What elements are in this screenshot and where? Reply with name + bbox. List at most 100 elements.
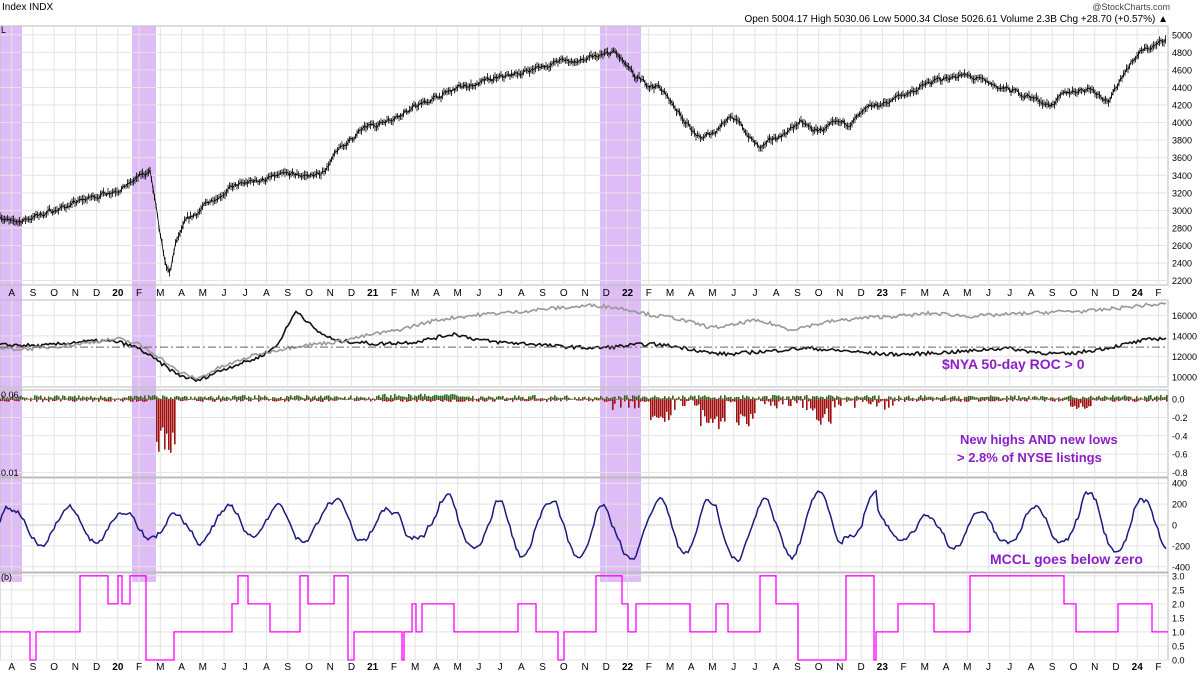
- new-low-bar: [1020, 399, 1022, 402]
- new-high-bar: [40, 395, 42, 400]
- new-low-bar: [302, 399, 304, 400]
- new-high-bar: [858, 397, 860, 400]
- new-high-bar: [210, 395, 212, 400]
- new-high-bar: [338, 397, 340, 400]
- new-high-bar: [932, 397, 934, 400]
- new-high-bar: [936, 396, 938, 400]
- new-low-bar: [454, 399, 456, 400]
- new-high-bar: [1036, 396, 1038, 400]
- x-tick-label-bottom: J: [1007, 662, 1012, 673]
- new-high-bar: [134, 395, 136, 400]
- new-low-bar: [836, 399, 838, 400]
- new-low-bar: [120, 399, 122, 401]
- new-high-bar: [1080, 398, 1082, 400]
- x-tick-label-bottom: M: [411, 662, 419, 673]
- new-low-bar: [474, 399, 476, 400]
- highlight-band-1: [132, 26, 156, 582]
- new-high-bar: [250, 397, 252, 400]
- new-high-bar: [796, 395, 798, 400]
- highlight-band-2: [600, 26, 641, 582]
- new-low-bar: [1076, 399, 1078, 409]
- new-low-bar: [176, 399, 178, 400]
- y-tick-label: 0: [1172, 521, 1177, 531]
- new-high-bar: [540, 398, 542, 400]
- new-low-bar: [326, 399, 328, 400]
- new-high-bar: [350, 395, 352, 400]
- new-low-bar: [546, 399, 548, 402]
- new-low-bar: [938, 399, 940, 400]
- new-high-bar: [1118, 396, 1120, 400]
- annotation-mccl: MCCL goes below zero: [990, 551, 1143, 567]
- new-low-bar: [146, 399, 148, 402]
- y-tick-label: 2.0: [1172, 599, 1185, 609]
- new-low-bar: [650, 399, 652, 421]
- new-high-bar: [832, 396, 834, 400]
- new-high-bar: [1108, 397, 1110, 400]
- new-high-bar: [92, 397, 94, 400]
- new-high-bar: [1068, 395, 1070, 400]
- new-low-bar: [1060, 399, 1062, 401]
- new-low-bar: [346, 399, 348, 400]
- new-high-bar: [14, 398, 16, 400]
- x-tick-label-top: J: [243, 288, 248, 299]
- new-low-bar: [66, 399, 68, 400]
- new-high-bar: [984, 396, 986, 400]
- new-low-bar: [1002, 399, 1004, 401]
- new-high-bar: [298, 395, 300, 400]
- new-high-bar: [336, 396, 338, 400]
- new-low-bar: [1108, 399, 1110, 400]
- new-low-bar: [296, 399, 298, 400]
- new-low-bar: [1134, 399, 1136, 402]
- new-low-bar: [498, 399, 500, 400]
- new-high-bar: [864, 396, 866, 400]
- new-high-bar: [260, 396, 262, 400]
- new-high-bar: [366, 398, 368, 400]
- new-high-bar: [246, 397, 248, 400]
- new-high-bar: [950, 397, 952, 400]
- new-low-bar: [956, 399, 958, 401]
- x-tick-label-top: M: [453, 288, 461, 299]
- new-high-bar: [802, 398, 804, 400]
- new-high-bar: [972, 396, 974, 400]
- new-low-bar: [1160, 399, 1162, 401]
- y-tick-label: 0.0: [1172, 656, 1185, 666]
- new-high-bar: [782, 396, 784, 400]
- new-high-bar: [840, 397, 842, 400]
- new-high-bar: [926, 397, 928, 400]
- new-high-bar: [228, 397, 230, 400]
- x-tick-label-bottom: M: [199, 662, 207, 673]
- new-high-bar: [838, 396, 840, 400]
- new-high-bar: [830, 395, 832, 400]
- new-low-bar: [832, 399, 834, 402]
- new-low-bar: [1026, 399, 1028, 402]
- new-low-bar: [770, 399, 772, 406]
- y-tick-label: 2.5: [1172, 585, 1185, 595]
- new-low-bar: [1072, 399, 1074, 407]
- new-low-bar: [86, 399, 88, 402]
- new-low-bar: [620, 399, 622, 408]
- new-high-bar: [512, 397, 514, 400]
- new-low-bar: [686, 399, 688, 402]
- new-high-bar: [212, 397, 214, 400]
- new-high-bar: [1088, 397, 1090, 400]
- new-high-bar: [1076, 397, 1078, 400]
- x-tick-label-bottom: J: [752, 662, 757, 673]
- new-high-bar: [386, 396, 388, 400]
- new-high-bar: [240, 396, 242, 400]
- x-tick-label-top: A: [518, 288, 525, 299]
- new-low-bar: [52, 399, 54, 401]
- new-low-bar: [138, 399, 140, 402]
- new-low-bar: [1166, 399, 1168, 402]
- new-high-bar: [848, 397, 850, 400]
- new-low-bar: [134, 399, 136, 400]
- watermark: @StockCharts.com: [1092, 2, 1170, 12]
- new-high-bar: [192, 398, 194, 400]
- new-low-bar: [1004, 399, 1006, 400]
- new-low-bar: [768, 399, 770, 402]
- new-low-bar: [204, 399, 206, 400]
- new-low-bar: [896, 399, 898, 401]
- signal-count-line: [0, 575, 1168, 661]
- new-high-bar: [26, 397, 28, 400]
- new-high-bar: [734, 397, 736, 400]
- chart-symbol: Index INDX: [2, 2, 53, 13]
